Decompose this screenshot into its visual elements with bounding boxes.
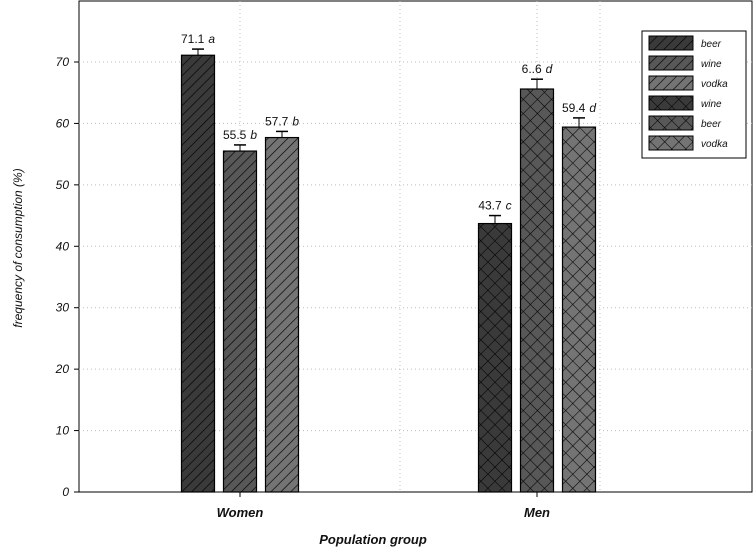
x-tick-label: Women [217,505,264,520]
data-label-value: 43.7 [478,199,502,213]
bar-men-wine: 43.7 c [477,199,513,493]
data-label-letter: b [292,114,299,128]
bar-hatch [264,136,300,493]
bar-hatch [180,54,216,493]
bar-women-wine: 55.5 b [222,128,258,493]
x-axis-title: Population group [319,532,427,547]
legend-label: wine [701,99,722,110]
bar-hatch [561,126,597,493]
data-label: 43.7 c [478,199,511,213]
y-axis: 0 10 20 30 40 50 60 70 [55,55,79,499]
legend-swatch [648,35,694,51]
legend-item: vodka [648,135,728,151]
legend-item: wine [648,55,722,71]
data-label-letter: d [546,62,553,76]
data-label-letter: a [208,32,215,46]
y-tick-label: 40 [56,239,70,253]
data-label-value: 6..6 [522,62,542,76]
legend-label: beer [701,119,722,130]
data-label-value: 55.5 [223,128,247,142]
legend-label: vodka [701,79,728,90]
legend-item: beer [648,35,722,51]
bar-hatch [222,150,258,493]
x-axis: Women Men [217,492,550,520]
bar-women-vodka: 57.7 b [264,114,300,493]
y-tick-label: 50 [56,178,70,192]
data-label-letter: b [250,128,257,142]
legend-swatch [648,75,694,91]
legend-item: vodka [648,75,728,91]
data-label: 57.7 b [265,114,299,128]
data-label-value: 59.4 [562,101,586,115]
legend-item: beer [648,115,722,131]
legend: beer wine vodka wine beer vodka [641,30,747,159]
y-axis-title: frequency of consumption (%) [11,168,25,327]
data-label-letter: c [506,199,512,213]
legend-swatch [648,95,694,111]
data-label: 71.1 a [181,32,215,46]
legend-label: vodka [701,139,728,150]
bar-women-beer: 71.1 a [180,32,216,493]
data-label: 55.5 b [223,128,257,142]
data-label: 6..6 d [522,62,553,76]
data-label-letter: d [589,101,596,115]
bars: 71.1 a55.5 b57.7 b43.7 c6..6 d59.4 d [180,32,597,493]
bar-men-beer: 6..6 d [519,62,555,493]
y-tick-label: 30 [56,301,70,315]
legend-swatch [648,135,694,151]
legend-swatch [648,115,694,131]
y-tick-label: 10 [56,424,70,438]
legend-label: beer [701,39,722,50]
data-label-value: 57.7 [265,114,289,128]
bar-hatch [477,222,513,493]
legend-item: wine [648,95,722,111]
x-tick-label: Men [524,505,550,520]
bar-hatch [519,88,555,493]
legend-swatch [648,55,694,71]
legend-label: wine [701,59,722,70]
y-tick-label: 20 [55,362,70,376]
data-label: 59.4 d [562,101,596,115]
y-tick-label: 70 [56,55,70,69]
y-tick-label: 60 [56,116,70,130]
bar-men-vodka: 59.4 d [561,101,597,493]
data-label-value: 71.1 [181,32,205,46]
y-tick-label: 0 [62,485,69,499]
